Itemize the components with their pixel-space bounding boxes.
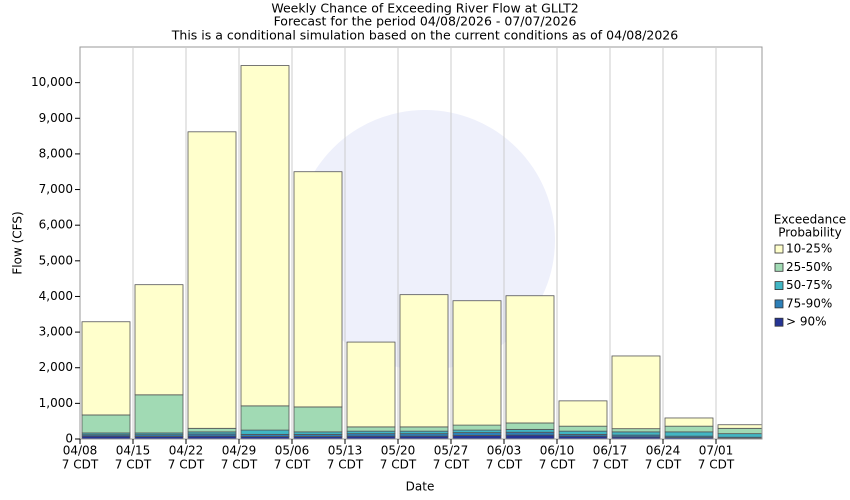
chart-note: This is a conditional simulation based o… — [171, 28, 678, 43]
bar-segment — [611, 355, 661, 430]
x-tick-sublabel: 7 CDT — [645, 458, 682, 472]
legend-label: 50-75% — [786, 278, 832, 292]
bar-segment — [187, 427, 237, 433]
bar-segment — [134, 394, 184, 434]
x-tick-sublabel: 7 CDT — [62, 458, 99, 472]
x-tick-sublabel: 7 CDT — [486, 458, 523, 472]
x-tick-sublabel: 7 CDT — [221, 458, 258, 472]
chart-title: Weekly Chance of Exceeding River Flow at… — [271, 1, 578, 16]
legend-title: Probability — [778, 226, 841, 240]
bar-segment — [293, 406, 343, 433]
legend-swatch — [774, 299, 784, 309]
plot-area — [79, 46, 763, 440]
y-tick-label: 0 — [65, 432, 73, 446]
legend-label: 75-90% — [786, 296, 832, 310]
legend-title: Exceedance — [774, 213, 846, 227]
bar-segment — [505, 428, 555, 433]
chart-subtitle: Forecast for the period 04/08/2026 - 07/… — [274, 14, 577, 29]
bar-segment — [717, 433, 762, 438]
bar-segment — [664, 431, 714, 437]
bar-segment — [505, 422, 555, 430]
x-tick-label: 04/29 — [222, 444, 257, 458]
x-tick-sublabel: 7 CDT — [274, 458, 311, 472]
bar-segment — [505, 434, 555, 440]
x-tick-label: 06/24 — [646, 444, 681, 458]
bar-segment — [664, 425, 714, 433]
bars — [81, 65, 762, 440]
x-tick-sublabel: 7 CDT — [380, 458, 417, 472]
y-tick-label: 3,000 — [39, 325, 73, 339]
x-tick-label: 04/08 — [63, 444, 98, 458]
bar-segment — [81, 414, 131, 434]
x-tick-sublabel: 7 CDT — [433, 458, 470, 472]
bar-segment — [717, 424, 762, 429]
bar-segment — [611, 428, 661, 433]
x-tick-sublabel: 7 CDT — [168, 458, 205, 472]
bar-segment — [187, 131, 237, 429]
legend-label: 25-50% — [786, 260, 832, 274]
bar-segment — [505, 431, 555, 436]
x-tick-label: 05/06 — [275, 444, 310, 458]
bar-segment — [611, 431, 661, 436]
bar-segment — [452, 300, 502, 426]
x-tick-sublabel: 7 CDT — [698, 458, 735, 472]
bar-segment — [399, 426, 449, 432]
x-tick-label: 06/17 — [593, 444, 628, 458]
x-tick-label: 06/10 — [540, 444, 575, 458]
bar-segment — [134, 284, 184, 396]
bar-segment — [81, 321, 131, 416]
x-axis-label: Date — [406, 480, 435, 494]
legend-swatch — [774, 317, 784, 327]
x-tick-label: 04/15 — [116, 444, 151, 458]
x-tick-label: 05/13 — [328, 444, 363, 458]
y-tick-label: 8,000 — [39, 146, 73, 160]
bar-segment — [240, 65, 290, 407]
bar-segment — [399, 294, 449, 428]
legend-swatch — [774, 244, 784, 254]
y-tick-label: 5,000 — [39, 253, 73, 267]
x-tick-label: 07/01 — [699, 444, 734, 458]
legend-label: > 90% — [786, 315, 827, 329]
bar-segment — [452, 424, 502, 431]
legend-swatch — [774, 281, 784, 291]
y-axis-label: Flow (CFS) — [11, 211, 25, 274]
legend-swatch — [774, 262, 784, 272]
bar-segment — [452, 432, 502, 436]
x-tick-sublabel: 7 CDT — [592, 458, 629, 472]
x-tick-label: 06/03 — [487, 444, 522, 458]
bar-segment — [558, 400, 608, 427]
y-tick-label: 10,000 — [31, 75, 73, 89]
bar-segment — [240, 429, 290, 435]
bar-segment — [346, 426, 396, 432]
x-tick-label: 05/27 — [434, 444, 469, 458]
y-tick-label: 4,000 — [39, 289, 73, 303]
y-tick-label: 6,000 — [39, 218, 73, 232]
bar-segment — [505, 295, 555, 424]
bar-segment — [717, 427, 762, 435]
bar-segment — [558, 425, 608, 432]
bar-segment — [240, 405, 290, 431]
bar-segment — [346, 341, 396, 428]
legend-label: 10-25% — [786, 242, 832, 256]
bar-segment — [452, 435, 502, 440]
y-tick-label: 7,000 — [39, 182, 73, 196]
x-tick-label: 04/22 — [169, 444, 204, 458]
y-tick-label: 1,000 — [39, 396, 73, 410]
x-tick-label: 05/20 — [381, 444, 416, 458]
bar-segment — [664, 417, 714, 427]
bar-segment — [293, 171, 343, 408]
x-tick-sublabel: 7 CDT — [327, 458, 364, 472]
bar-segment — [558, 430, 608, 435]
x-tick-sublabel: 7 CDT — [115, 458, 152, 472]
y-tick-label: 9,000 — [39, 111, 73, 125]
y-tick-label: 2,000 — [39, 360, 73, 374]
x-tick-sublabel: 7 CDT — [539, 458, 576, 472]
